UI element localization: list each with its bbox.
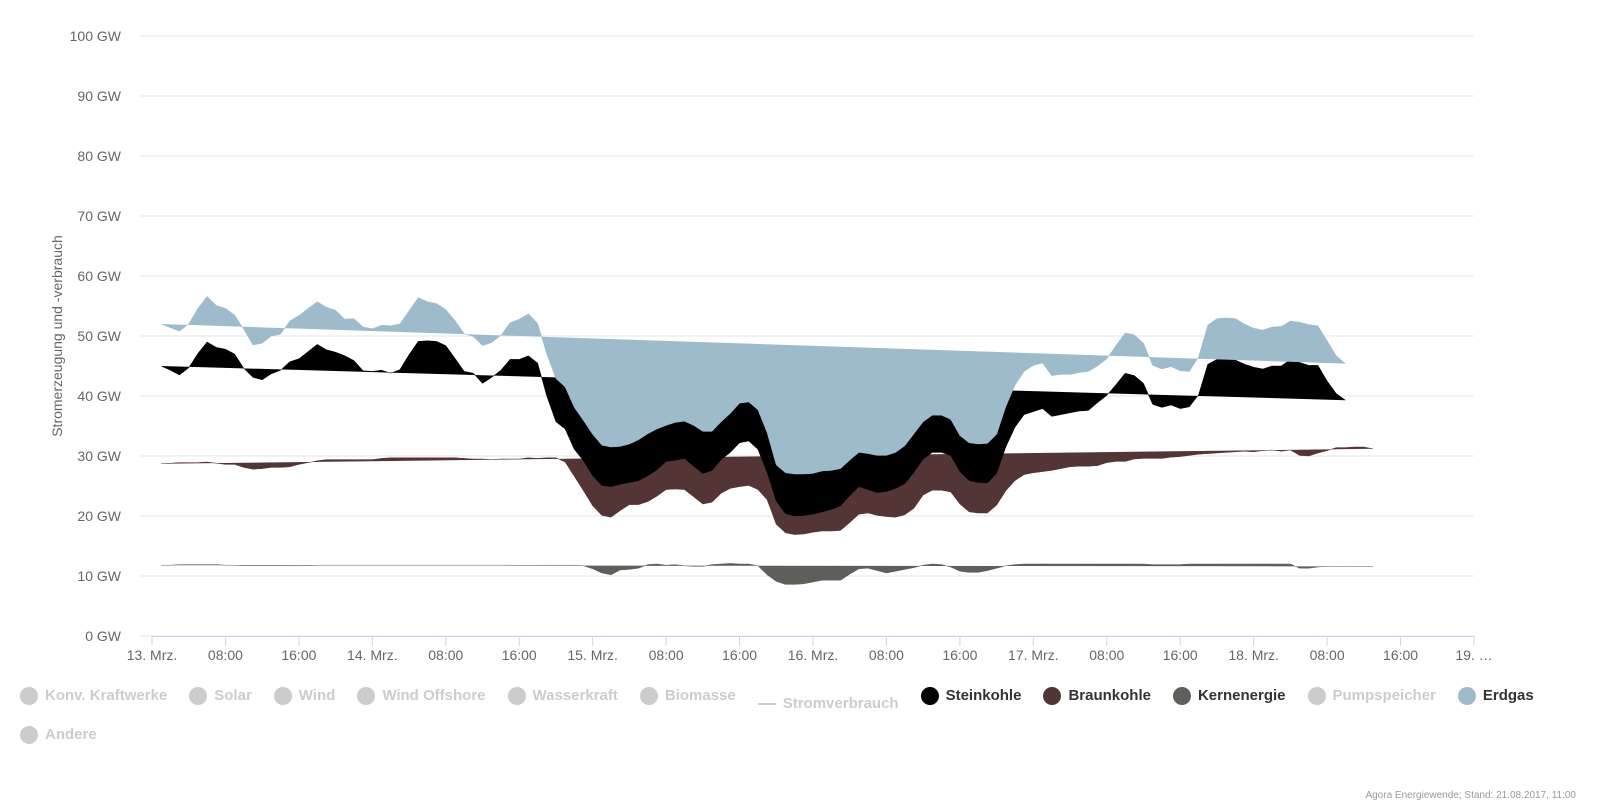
legend-dot-icon bbox=[1457, 686, 1476, 705]
legend: Konv. Kraftwerke Solar Wind Wind Offshore Wa… bbox=[20, 680, 1580, 755]
x-tick-label: 16:00 bbox=[942, 647, 977, 663]
legend-label: Wasserkraft bbox=[532, 687, 618, 704]
legend-label: Steinkohle bbox=[945, 687, 1022, 704]
y-tick-label: 10 GW bbox=[77, 568, 121, 584]
y-axis-ticks: 0 GW 10 GW 20 GW 30 GW 40 GW 50 GW 60 GW 70 GW 8… bbox=[70, 28, 122, 644]
legend-dot-icon bbox=[357, 686, 376, 705]
stacked-areas bbox=[161, 296, 1374, 585]
y-tick-label: 50 GW bbox=[77, 328, 121, 344]
legend-dot-icon bbox=[920, 686, 939, 705]
y-tick-label: 0 GW bbox=[85, 628, 122, 644]
legend-item-stromverbrauch[interactable]: Stromverbrauch bbox=[757, 688, 899, 719]
legend-label: Pumpspeicher bbox=[1332, 687, 1436, 704]
y-tick-label: 40 GW bbox=[77, 388, 121, 404]
legend-item-konv-kraftwerke[interactable]: Konv. Kraftwerke bbox=[20, 680, 167, 711]
legend-label: Wind Offshore bbox=[382, 687, 486, 704]
x-axis: 13. Mrz. 08:00 16:00 14. Mrz. 08:00 16:00 15. … bbox=[127, 636, 1493, 663]
legend-dot-icon bbox=[1043, 686, 1062, 705]
y-tick-label: 20 GW bbox=[77, 508, 121, 524]
area-erdgas bbox=[161, 296, 1346, 475]
y-tick-label: 70 GW bbox=[77, 208, 121, 224]
x-tick-label: 08:00 bbox=[1089, 647, 1124, 663]
y-tick-label: 100 GW bbox=[70, 28, 122, 44]
legend-item-andere[interactable]: Andere bbox=[20, 719, 97, 750]
legend-dot-icon bbox=[507, 686, 526, 705]
legend-item-solar[interactable]: Solar bbox=[189, 680, 252, 711]
legend-label: Solar bbox=[214, 687, 252, 704]
legend-label: Kernenergie bbox=[1197, 687, 1286, 704]
legend-dot-icon bbox=[273, 686, 292, 705]
area-braunkohle bbox=[161, 446, 1374, 535]
x-tick-label: 16:00 bbox=[1383, 647, 1418, 663]
legend-label: Erdgas bbox=[1482, 687, 1534, 704]
legend-dot-icon bbox=[189, 686, 208, 705]
legend-item-wasserkraft[interactable]: Wasserkraft bbox=[507, 680, 618, 711]
legend-item-biomasse[interactable]: Biomasse bbox=[639, 680, 736, 711]
legend-item-braunkohle[interactable]: Braunkohle bbox=[1043, 680, 1151, 711]
legend-dot-icon bbox=[20, 686, 38, 705]
x-tick-label: 16:00 bbox=[1163, 647, 1198, 663]
x-tick-label: 08:00 bbox=[649, 647, 684, 663]
area-steinkohle bbox=[161, 340, 1346, 517]
legend-label: Braunkohle bbox=[1068, 687, 1151, 704]
x-tick-label: 13. Mrz. bbox=[127, 647, 178, 663]
x-tick-label: 19. … bbox=[1455, 647, 1492, 663]
legend-dot-icon bbox=[20, 725, 38, 744]
legend-label: Stromverbrauch bbox=[782, 695, 899, 712]
chart-area: 0 GW 10 GW 20 GW 30 GW 40 GW 50 GW 60 GW 70 GW 8… bbox=[49, 28, 1493, 663]
legend-dot-icon bbox=[1307, 686, 1326, 705]
x-tick-label: 08:00 bbox=[208, 647, 243, 663]
credits: Agora Energiewende; Stand: 21.08.2017, 1… bbox=[1365, 790, 1576, 801]
legend-label: Konv. Kraftwerke bbox=[45, 687, 168, 704]
x-tick-label: 16:00 bbox=[722, 647, 757, 663]
x-tick-label: 16:00 bbox=[281, 647, 316, 663]
x-tick-label: 15. Mrz. bbox=[567, 647, 618, 663]
legend-label: Biomasse bbox=[664, 687, 736, 704]
x-tick-label: 08:00 bbox=[1310, 647, 1345, 663]
y-tick-label: 90 GW bbox=[77, 88, 121, 104]
x-tick-label: 08:00 bbox=[869, 647, 904, 663]
x-tick-label: 16:00 bbox=[502, 647, 537, 663]
legend-line-icon bbox=[757, 702, 776, 705]
legend-dot-icon bbox=[1172, 686, 1191, 705]
legend-label: Andere bbox=[45, 726, 97, 743]
y-tick-label: 30 GW bbox=[77, 448, 121, 464]
x-tick-label: 16. Mrz. bbox=[788, 647, 839, 663]
y-axis-label: Stromerzeugung und -verbrauch bbox=[49, 235, 65, 437]
x-tick-label: 08:00 bbox=[428, 647, 463, 663]
y-tick-label: 60 GW bbox=[77, 268, 121, 284]
legend-label: Wind bbox=[298, 687, 336, 704]
legend-dot-icon bbox=[639, 686, 658, 705]
x-tick-label: 17. Mrz. bbox=[1008, 647, 1059, 663]
area-kernenergie bbox=[161, 563, 1374, 585]
legend-item-steinkohle[interactable]: Steinkohle bbox=[920, 680, 1022, 711]
legend-item-kernenergie[interactable]: Kernenergie bbox=[1172, 680, 1286, 711]
legend-item-wind[interactable]: Wind bbox=[273, 680, 336, 711]
x-tick-label: 14. Mrz. bbox=[347, 647, 398, 663]
y-tick-label: 80 GW bbox=[77, 148, 121, 164]
legend-item-pumpspeicher[interactable]: Pumpspeicher bbox=[1307, 680, 1436, 711]
x-tick-label: 18. Mrz. bbox=[1228, 647, 1279, 663]
legend-item-wind-offshore[interactable]: Wind Offshore bbox=[357, 680, 486, 711]
legend-item-erdgas[interactable]: Erdgas bbox=[1457, 680, 1534, 711]
